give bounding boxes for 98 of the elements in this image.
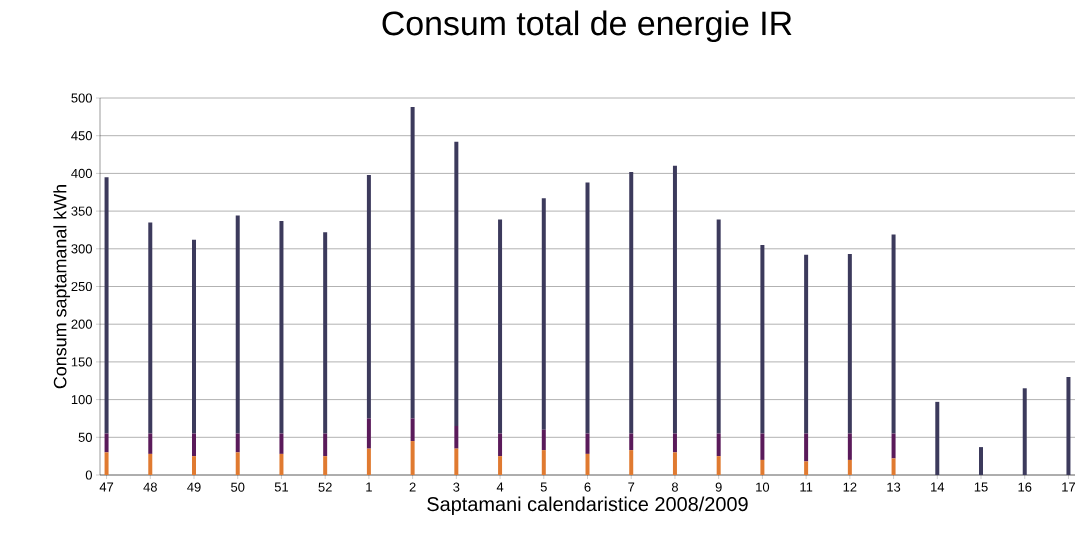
x-tick-label: 7 — [628, 482, 635, 492]
bar — [104, 177, 109, 434]
bar — [192, 239, 196, 434]
bar — [847, 433, 852, 460]
x-tick-label: 4 — [496, 482, 504, 492]
y-tick-label: 100 — [71, 395, 92, 405]
bar — [235, 215, 240, 434]
bar — [629, 450, 634, 475]
bar — [585, 182, 590, 434]
bar — [672, 433, 677, 453]
x-tick-label: 6 — [584, 482, 591, 492]
bar — [804, 461, 809, 475]
bar — [935, 401, 940, 475]
bar — [541, 429, 546, 451]
x-tick-label: 14 — [931, 482, 945, 492]
x-tick-label: 47 — [99, 482, 114, 492]
bar — [891, 458, 896, 475]
bar — [366, 418, 371, 449]
bar — [585, 453, 590, 475]
bar — [716, 456, 721, 475]
x-axis-title: Saptamani calendaristice 2008/2009 — [427, 496, 748, 516]
bar — [148, 433, 153, 454]
x-tick-label: 49 — [187, 482, 201, 492]
chart-title: Consum total de energie IR — [382, 10, 792, 43]
y-tick-label: 350 — [71, 206, 92, 216]
y-tick-label: 0 — [85, 470, 92, 480]
y-tick-label: 400 — [71, 168, 92, 178]
bar — [716, 433, 721, 457]
x-tick-label: 13 — [887, 482, 901, 492]
bar — [410, 441, 415, 475]
bar — [454, 448, 459, 475]
bar — [716, 219, 721, 434]
bar — [847, 459, 852, 475]
bar — [192, 433, 196, 457]
bar — [891, 234, 896, 434]
bar — [366, 448, 371, 475]
bar — [1066, 376, 1071, 475]
bar — [104, 452, 109, 475]
bar — [148, 453, 153, 475]
bar — [323, 456, 328, 475]
bar — [629, 433, 634, 451]
bar — [847, 254, 852, 434]
x-tick-label: 11 — [800, 482, 813, 492]
bar — [498, 433, 503, 457]
bar — [760, 459, 765, 475]
x-tick-label: 8 — [671, 482, 678, 492]
bar — [279, 433, 284, 454]
bar — [235, 452, 240, 475]
bar — [541, 450, 546, 475]
y-tick-label: 450 — [71, 131, 92, 141]
y-axis-title: Consum saptamanal kWh — [53, 185, 71, 389]
y-tick-label: 200 — [71, 319, 92, 329]
bar — [629, 171, 634, 434]
bar — [891, 433, 896, 459]
bar — [410, 418, 415, 442]
bar — [323, 232, 328, 434]
bar — [366, 174, 371, 419]
bar — [410, 107, 415, 419]
y-tick-label: 250 — [71, 281, 92, 292]
x-tick-label: 1 — [366, 482, 372, 492]
x-tick-label: 2 — [409, 482, 416, 492]
y-tick-label: 50 — [78, 432, 92, 442]
bar — [498, 219, 503, 434]
x-tick-label: 5 — [540, 482, 547, 492]
bar — [979, 447, 984, 475]
y-tick-label: 500 — [71, 93, 92, 103]
x-tick-label: 48 — [143, 482, 157, 492]
bar — [279, 220, 284, 434]
bar — [760, 245, 765, 434]
x-tick-label: 50 — [231, 482, 245, 492]
x-tick-label: 9 — [715, 482, 722, 492]
bar — [498, 456, 503, 475]
x-tick-label: 15 — [974, 482, 988, 492]
x-tick-label: 16 — [1018, 482, 1032, 492]
x-tick-label: 52 — [318, 482, 332, 492]
bar — [454, 425, 459, 449]
bar — [541, 198, 546, 430]
bar — [323, 433, 328, 457]
bar — [1022, 388, 1027, 475]
bar — [760, 433, 765, 460]
x-tick-label: 12 — [843, 482, 857, 492]
bar — [804, 433, 809, 462]
bar — [672, 165, 677, 434]
bar — [235, 433, 240, 453]
y-tick-label: 300 — [71, 244, 92, 254]
bar — [454, 141, 459, 426]
bar — [148, 222, 153, 434]
y-tick-label: 150 — [71, 357, 92, 367]
x-tick-label: 10 — [756, 482, 770, 492]
bar — [279, 453, 284, 475]
x-tick-label: 17 — [1062, 482, 1075, 492]
bar — [672, 452, 677, 475]
x-tick-label: 51 — [274, 482, 289, 492]
x-tick-label: 3 — [453, 482, 460, 492]
bar — [192, 456, 196, 475]
bar — [104, 433, 109, 453]
bar — [804, 254, 809, 434]
bar — [585, 433, 590, 454]
